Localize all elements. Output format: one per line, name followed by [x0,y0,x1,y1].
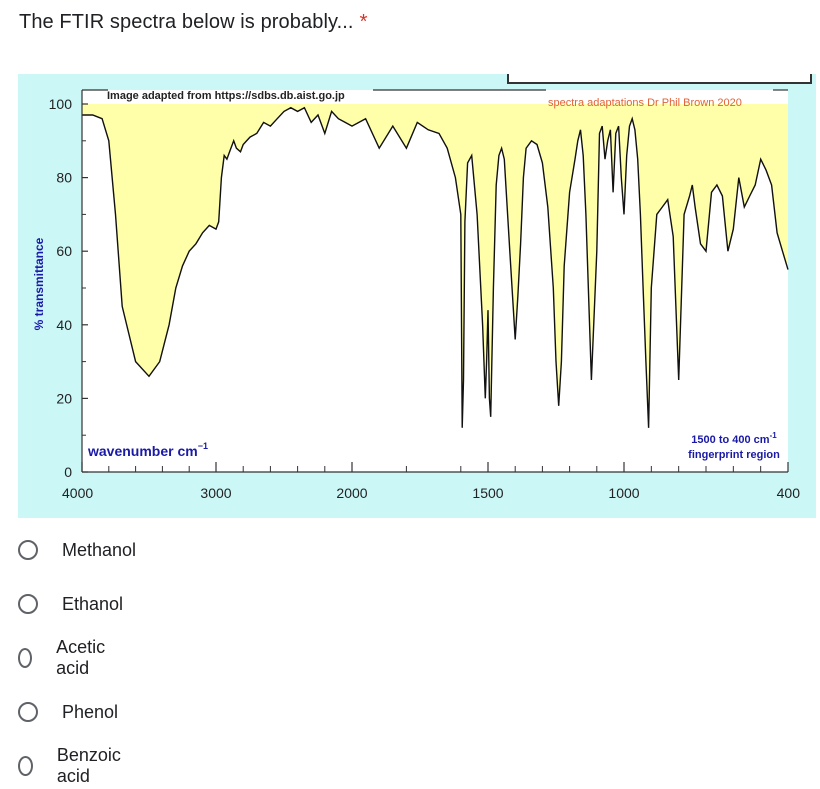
y-tick-label: 80 [56,170,72,186]
option-label: Ethanol [62,593,124,614]
option-acetic-acid[interactable]: Acetic acid [18,637,111,678]
x-tick-label: 1000 [608,485,639,501]
fingerprint-annotation-text: 1500 to 400 cm [691,434,769,446]
option-methanol[interactable]: Methanol [18,536,136,564]
fingerprint-annotation-line1: 1500 to 400 cm-1 [691,431,777,446]
credit-left: Image adapted from https://sdbs.db.aist.… [107,90,345,102]
spectrum-line [82,106,789,428]
option-label: Acetic acid [56,637,106,678]
y-tick-label: 60 [56,243,72,259]
y-tick-label: 20 [56,390,72,406]
ftir-spectrum-figure: 0 20 40 60 80 100 4000 3000 2000 1500 1000 400 Ima… [18,74,816,518]
radio-circle-icon[interactable] [18,594,38,614]
question-text: The FTIR spectra below is probably... [19,11,354,33]
y-axis-label: % transmittance [32,237,46,330]
y-tick-label: 40 [56,317,72,333]
fingerprint-annotation-line2: fingerprint region [688,449,780,461]
option-label: Phenol [62,701,119,722]
x-axis-label-sup: −1 [198,441,208,451]
x-tick-label: 4000 [62,485,93,501]
x-tick-label: 3000 [200,485,231,501]
question-title: The FTIR spectra below is probably... * [19,11,367,34]
option-benzoic-acid[interactable]: Benzoic acid [18,745,126,786]
credit-right: spectra adaptations Dr Phil Brown 2020 [548,97,742,109]
fingerprint-annotation-sup: -1 [770,431,778,440]
x-tick-label: 2000 [336,485,367,501]
radio-circle-icon[interactable] [18,702,38,722]
x-axis-label-text: wavenumber cm [87,443,198,459]
x-tick-label: 1500 [472,485,503,501]
required-asterisk: * [359,11,368,33]
option-phenol[interactable]: Phenol [18,698,118,726]
ftir-chart: 0 20 40 60 80 100 4000 3000 2000 1500 1000 400 Ima… [32,74,812,501]
y-tick-label: 0 [64,464,72,480]
x-tick-label: 400 [777,485,801,501]
option-label: Methanol [62,539,137,560]
option-label: Benzoic acid [56,745,121,786]
radio-circle-icon[interactable] [18,540,38,560]
spectrum-fill [82,104,788,428]
option-ethanol[interactable]: Ethanol [18,590,123,618]
radio-circle-icon[interactable] [18,756,33,776]
x-axis-label: wavenumber cm−1 [87,441,208,459]
y-tick-label: 100 [49,96,73,112]
top-right-banner [508,74,812,84]
radio-circle-icon[interactable] [18,648,33,668]
